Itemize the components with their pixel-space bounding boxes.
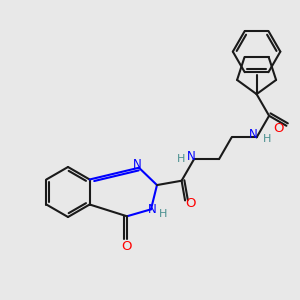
- Text: H: H: [262, 134, 271, 144]
- Text: N: N: [148, 203, 156, 216]
- Text: O: O: [273, 122, 284, 135]
- Text: O: O: [185, 197, 195, 210]
- Text: H: H: [159, 209, 167, 219]
- Text: N: N: [187, 150, 196, 163]
- Text: O: O: [122, 240, 132, 253]
- Text: N: N: [249, 128, 258, 141]
- Text: N: N: [133, 158, 141, 171]
- Text: H: H: [177, 154, 185, 164]
